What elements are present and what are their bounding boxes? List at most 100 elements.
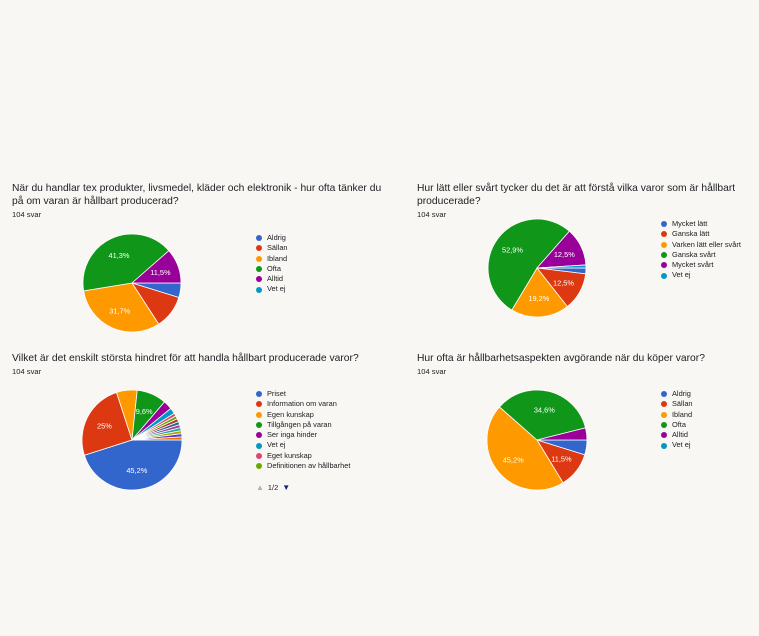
legend-label: Information om varan [267,399,337,409]
chart-1-data-label-alltid: 11,5% [150,268,171,277]
chart-2-data-label-ganska-latt: 12,5% [553,278,574,287]
chart-3-response-count: 104 svar [12,367,42,376]
legend-swatch-icon [661,442,667,449]
chart-3-legend-item-vet-ej: Vet ej [256,440,350,450]
legend-label: Vet ej [267,284,286,294]
legend-label: Ganska lätt [672,229,710,239]
chart-3-legend-item-information-om-varan: Information om varan [256,399,350,409]
chart-2-legend-item-vet-ej: Vet ej [661,270,741,280]
chart-3-data-label-priset: 45,2% [126,466,147,475]
chart-1-panel: När du handlar tex produkter, livsmedel,… [12,182,392,219]
chart-3-panel: Vilket är det enskilt största hindret fö… [12,352,392,376]
chart-1-legend: Aldrig Sällan Ibland Ofta Alltid Vet ej [256,233,288,295]
legend-swatch-icon [661,231,667,238]
chart-3-slice-information-om-varan [81,391,133,456]
chart-4-legend: Aldrig Sällan Ibland Ofta Alltid Vet ej [661,389,693,451]
chart-2-legend-item-ganska-svart: Ganska svårt [661,250,741,260]
chart-1-legend-item-sallan: Sällan [256,243,288,253]
legend-label: Aldrig [672,389,691,398]
chart-3-legend-item-eget-kunskap: Eget kunskap [256,451,350,461]
chart-4-legend-item-ofta: Ofta [661,420,693,430]
legend-label: Eget kunskap [267,450,312,460]
chart-1-legend-item-vet-ej: Vet ej [256,284,288,294]
chart-1-slice-alltid [130,250,182,284]
legend-swatch-icon [661,432,667,439]
legend-swatch-icon [661,241,667,248]
pager-prev-icon[interactable]: ▲ [256,483,264,492]
pager-page-label: 1/2 [267,483,279,492]
legend-swatch-icon [256,442,262,449]
chart-1-legend-item-alltid: Alltid [256,274,288,284]
legend-label: Ofta [267,263,281,273]
chart-3-legend-item-tillgangen-pa-varan: Tillgången på varan [256,420,350,430]
chart-1-legend-item-ofta: Ofta [256,264,288,274]
legend-label: Priset [267,389,286,398]
legend-label: Tillgången på varan [267,419,332,429]
legend-swatch-icon [661,272,667,279]
chart-2-legend-item-mycket-svart: Mycket svårt [661,260,741,270]
legend-swatch-icon [256,255,262,262]
chart-4-legend-item-sallan: Sällan [661,399,693,409]
chart-3-data-label-tillgangen-pa-varan: 9,6% [136,407,153,416]
legend-label: Vet ej [267,440,286,450]
chart-4-data-label-sallan: 11,5% [551,455,572,464]
chart-4-response-count: 104 svar [417,367,447,376]
legend-swatch-icon [256,401,262,408]
legend-swatch-icon [661,401,667,408]
chart-3-legend: Priset Information om varan Egen kunskap Ti… [256,389,350,471]
chart-4-legend-item-aldrig: Aldrig [661,389,693,399]
chart-2-data-label-mycket-svart: 12,5% [554,250,575,259]
legend-swatch-icon [256,276,262,283]
chart-2-data-label-ganska-svart: 52,9% [502,246,523,255]
chart-3-legend-item-egen-kunskap: Egen kunskap [256,410,350,420]
legend-label: Definitionen av hållbarhet [267,461,351,471]
legend-swatch-icon [256,245,262,252]
chart-3-legend-item-ser-inga-hinder: Ser inga hinder [256,430,350,440]
legend-label: Ser inga hinder [267,430,318,440]
chart-4-legend-item-vet-ej: Vet ej [661,440,693,450]
chart-3-title: Vilket är det enskilt största hindret fö… [12,353,359,364]
legend-label: Ofta [672,419,686,429]
legend-swatch-icon [256,411,262,418]
legend-label: Sällan [672,399,693,409]
chart-3-data-label-information-om-varan: 25% [97,421,112,430]
chart-4-legend-item-alltid: Alltid [661,430,693,440]
chart-1-slice-ofta [82,233,170,292]
legend-swatch-icon [661,422,667,429]
chart-4-slice-ofta [498,389,586,441]
chart-1-legend-item-ibland: Ibland [256,254,288,264]
chart-2-legend-item-varken-latt-eller-svart: Varken lätt eller svårt [661,240,741,250]
legend-label: Varken lätt eller svårt [672,239,741,249]
chart-1-response-count: 104 svar [12,210,42,219]
chart-1-data-label-ibland: 31,7% [109,306,130,315]
legend-swatch-icon [256,463,262,470]
pager-next-icon[interactable]: ▼ [282,483,291,492]
legend-label: Egen kunskap [267,409,314,419]
chart-4-panel: Hur ofta är hållbarhetsaspekten avgörand… [417,352,757,376]
legend-swatch-icon [256,286,262,293]
legend-swatch-icon [661,221,667,228]
chart-2-slice-ganska-svart [487,218,570,311]
chart-4-legend-item-ibland: Ibland [661,410,693,420]
legend-swatch-icon [256,422,262,429]
legend-label: Mycket svårt [672,260,714,270]
chart-2-legend-item-ganska-latt: Ganska lätt [661,229,741,239]
chart-1-legend-item-aldrig: Aldrig [256,233,288,243]
legend-swatch-icon [256,235,262,242]
legend-swatch-icon [661,252,667,259]
legend-label: Sällan [267,243,288,253]
chart-2-title: Hur lätt eller svårt tycker du det är at… [417,183,736,207]
legend-label: Ibland [672,409,693,419]
chart-4-title: Hur ofta är hållbarhetsaspekten avgörand… [417,353,705,364]
chart-1-title: När du handlar tex produkter, livsmedel,… [12,183,382,207]
legend-label: Vet ej [672,270,691,280]
legend-label: Ganska svårt [672,249,716,259]
chart-2-legend-item-mycket-latt: Mycket lätt [661,219,741,229]
chart-2-slice-vet-ej [536,264,587,269]
legend-label: Mycket lätt [672,219,708,228]
legend-swatch-icon [661,262,667,269]
chart-1-data-label-ofta: 41,3% [109,251,130,260]
